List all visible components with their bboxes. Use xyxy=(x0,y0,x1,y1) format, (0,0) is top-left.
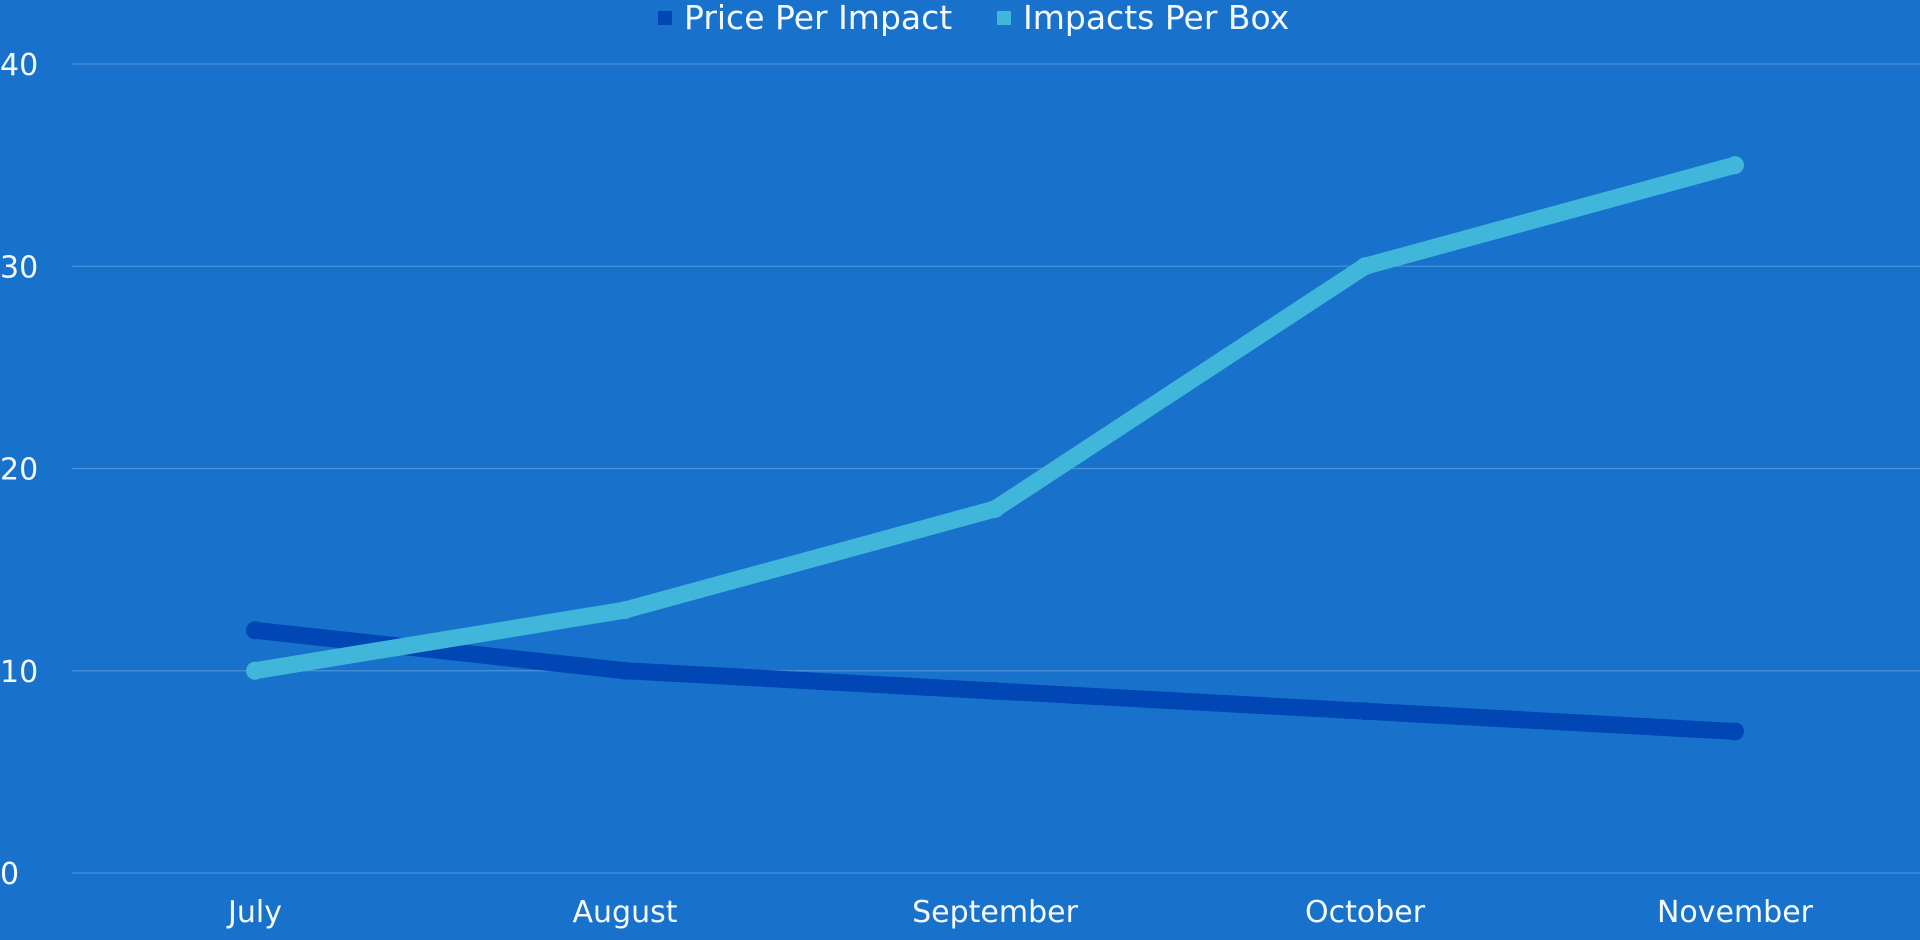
series-line xyxy=(246,156,1744,680)
legend-swatch xyxy=(997,11,1011,25)
x-tick-label: July xyxy=(226,895,282,930)
series-line xyxy=(246,621,1744,740)
x-tick-label: August xyxy=(573,895,678,930)
y-tick-label: 40 xyxy=(0,48,38,83)
y-tick-label: 0 xyxy=(0,857,19,892)
data-point xyxy=(986,499,1004,518)
data-point xyxy=(1726,156,1744,175)
data-point xyxy=(616,601,634,620)
y-tick-label: 30 xyxy=(0,250,38,285)
legend-label: Impacts Per Box xyxy=(1023,0,1289,37)
legend-label: Price Per Impact xyxy=(684,0,952,37)
series-impacts-per-box xyxy=(246,156,1744,680)
data-point xyxy=(246,621,264,640)
series-lines xyxy=(246,156,1744,741)
x-tick-label: September xyxy=(912,895,1078,930)
gridlines xyxy=(72,63,1920,874)
data-point xyxy=(616,661,634,680)
x-axis-tick-labels: July August September October November xyxy=(226,895,1814,930)
y-axis-tick-labels: 0 10 20 30 40 xyxy=(0,48,38,892)
series-price-per-impact xyxy=(246,621,1744,741)
data-point xyxy=(1356,257,1374,276)
legend-item: Impacts Per Box xyxy=(997,0,1289,37)
legend: Price Per Impact Impacts Per Box xyxy=(658,0,1289,37)
x-tick-label: October xyxy=(1305,895,1426,930)
legend-swatch xyxy=(658,11,672,25)
y-tick-label: 20 xyxy=(0,453,38,488)
data-point xyxy=(986,681,1004,700)
legend-item: Price Per Impact xyxy=(658,0,952,37)
data-point xyxy=(246,661,264,680)
data-point xyxy=(1726,722,1744,741)
data-point xyxy=(1356,702,1374,721)
y-tick-label: 10 xyxy=(0,655,38,690)
x-tick-label: November xyxy=(1657,895,1814,930)
